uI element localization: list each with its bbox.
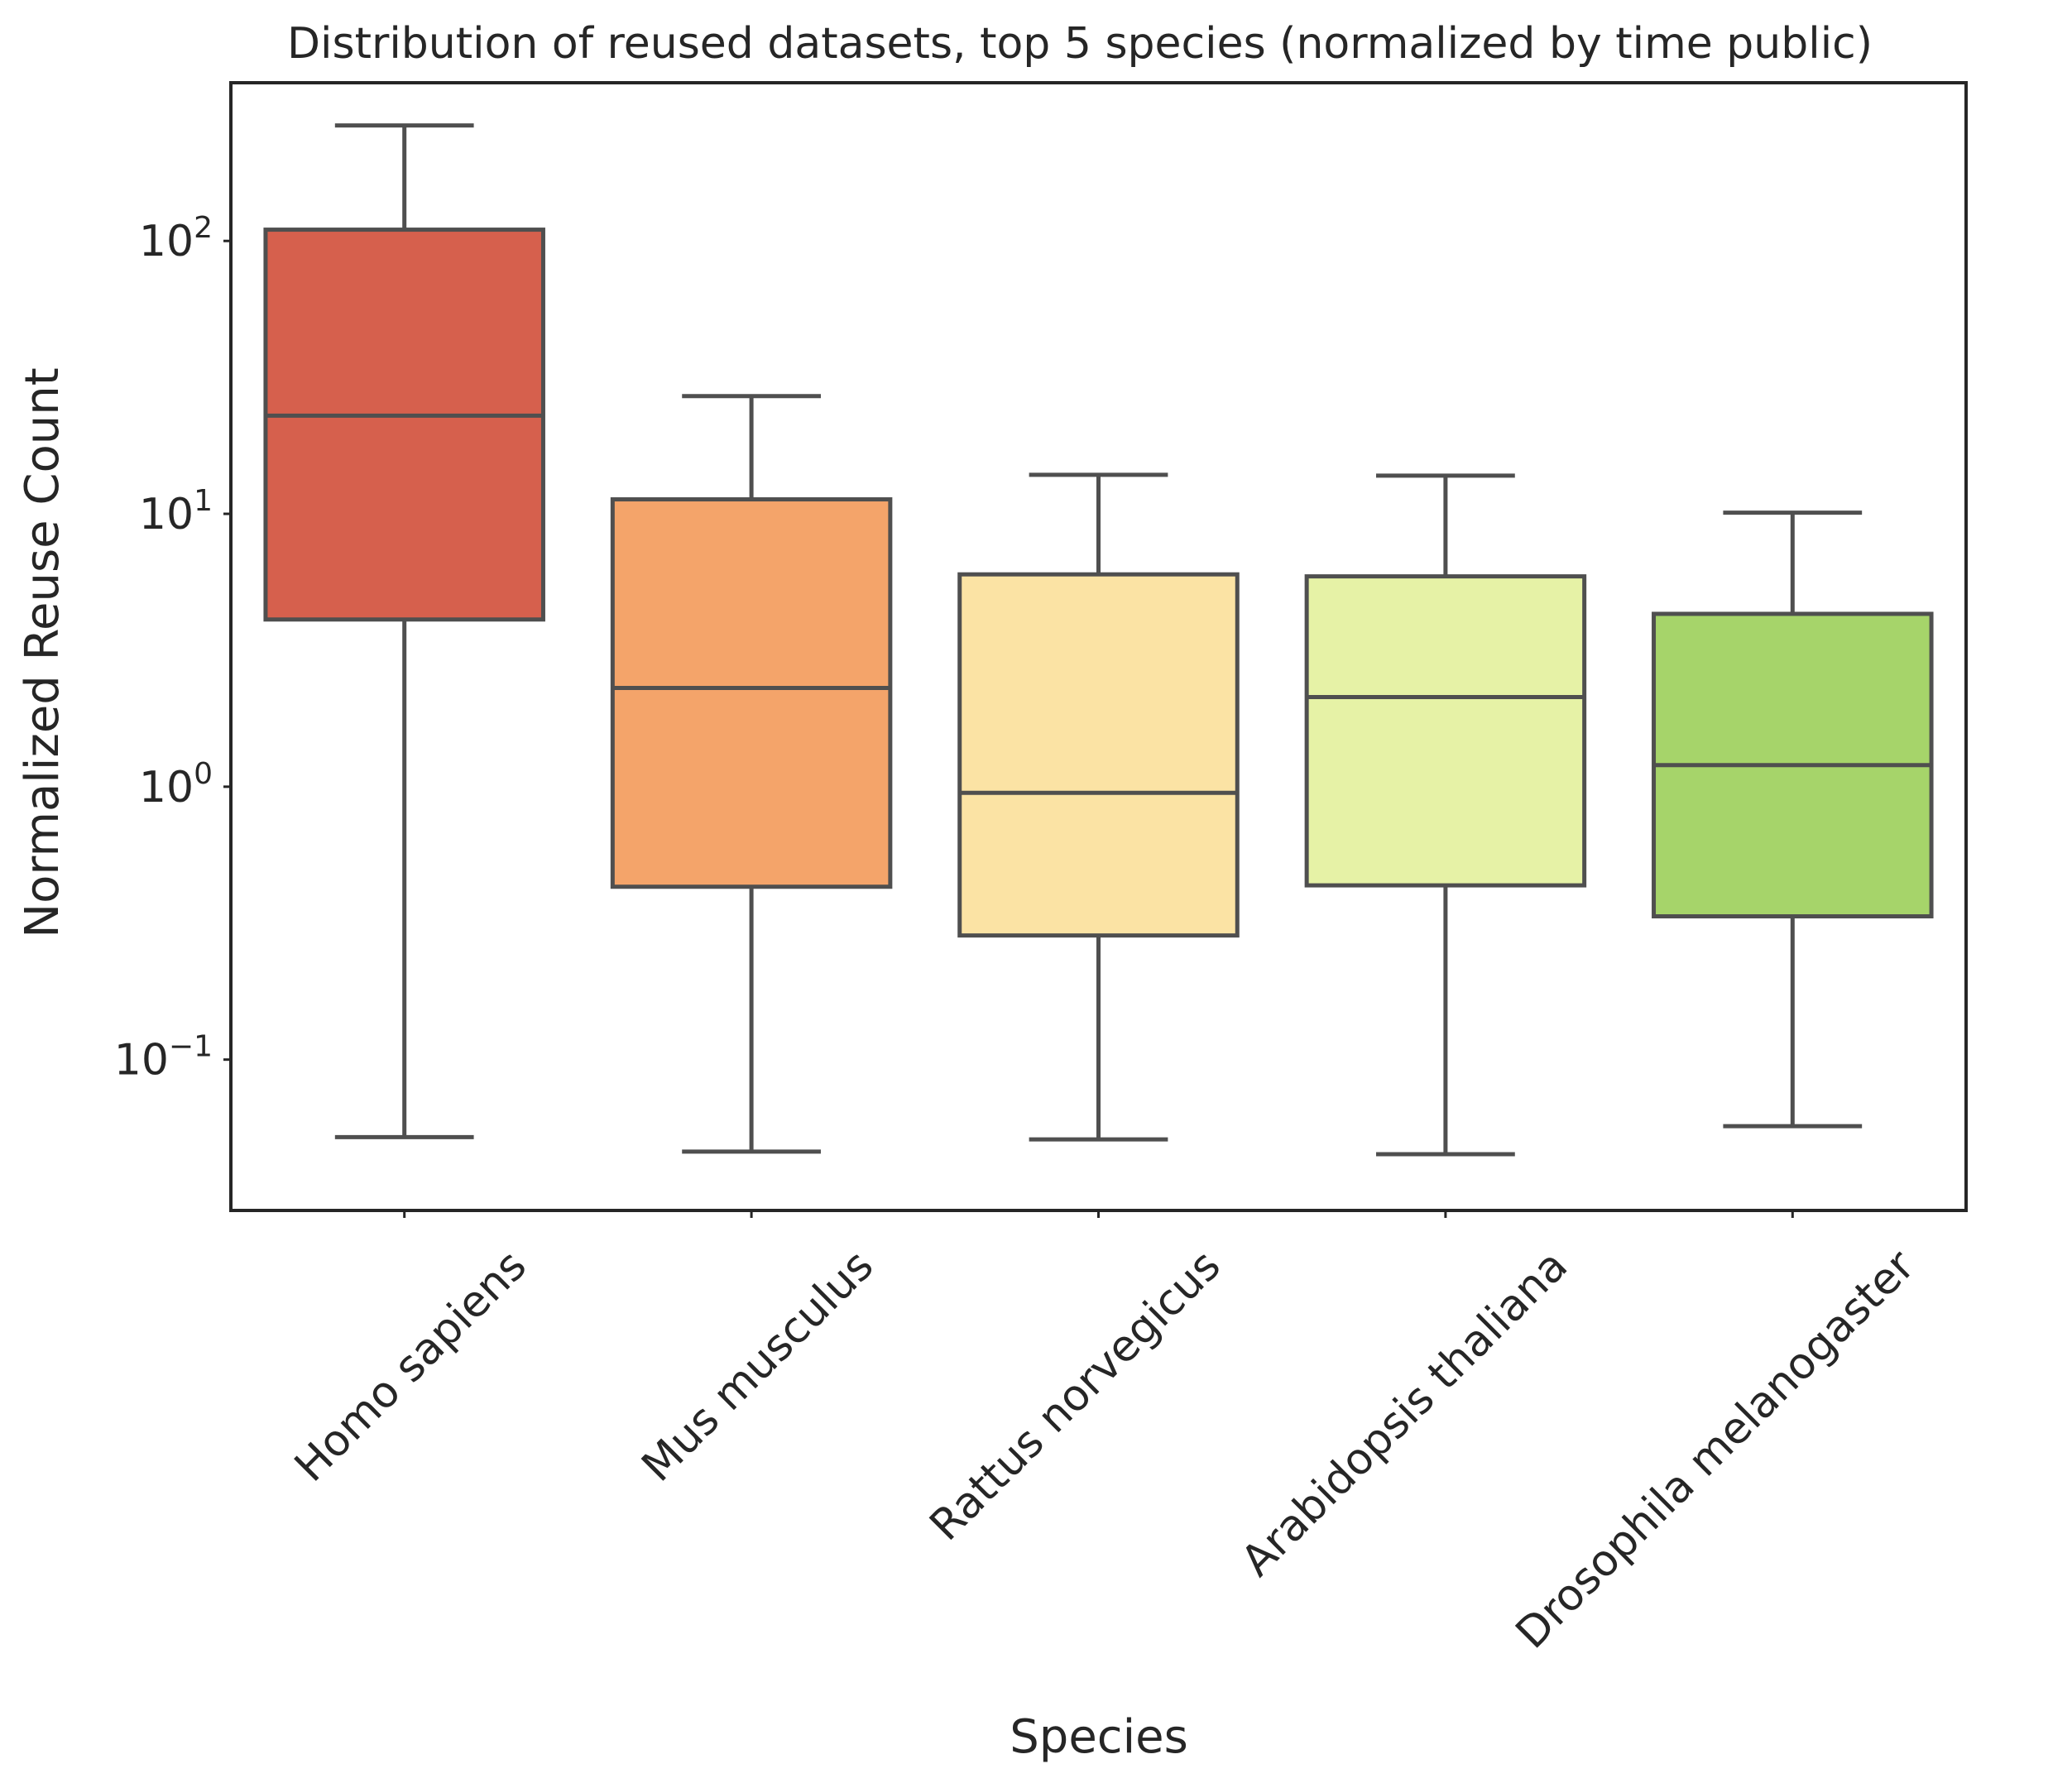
y-tick-exponent: 0 [194, 757, 213, 791]
x-tick-label: Drosophila melanogaster [1507, 1240, 1925, 1658]
y-tick-label: 10−1 [114, 1030, 213, 1086]
x-tick-label: Rattus norvegicus [920, 1241, 1230, 1551]
box-group [1304, 473, 1587, 1157]
chart-title: Distribution of reused datasets, top 5 s… [287, 19, 1873, 69]
y-tick-base: 10 [139, 763, 194, 812]
y-tick-label: 100 [139, 757, 213, 812]
x-tick-label: Homo sapiens [285, 1241, 536, 1492]
box-group [957, 472, 1240, 1142]
box-iqr [263, 228, 545, 622]
x-tick-label: Mus musculus [633, 1241, 884, 1492]
x-axis-label: Species [1010, 1710, 1188, 1764]
box-iqr [610, 497, 893, 889]
y-tick-exponent: −1 [169, 1030, 213, 1064]
plot-frame [229, 81, 1968, 1212]
y-tick-label: 102 [139, 211, 213, 266]
box-iqr [957, 572, 1240, 938]
x-tick-label: Arabidopsis thaliana [1232, 1241, 1577, 1586]
y-tick-base: 10 [139, 217, 194, 266]
box-group [263, 123, 545, 1139]
box-iqr [1304, 574, 1587, 888]
y-tick-base: 10 [139, 490, 194, 539]
box-group [1652, 510, 1934, 1129]
y-tick-exponent: 1 [194, 484, 213, 518]
y-tick-exponent: 2 [194, 211, 213, 245]
y-tick-label: 101 [139, 484, 213, 539]
y-tick-base: 10 [114, 1036, 169, 1086]
box-group [610, 394, 893, 1154]
y-axis-label: Normalized Reuse Count [16, 367, 70, 937]
